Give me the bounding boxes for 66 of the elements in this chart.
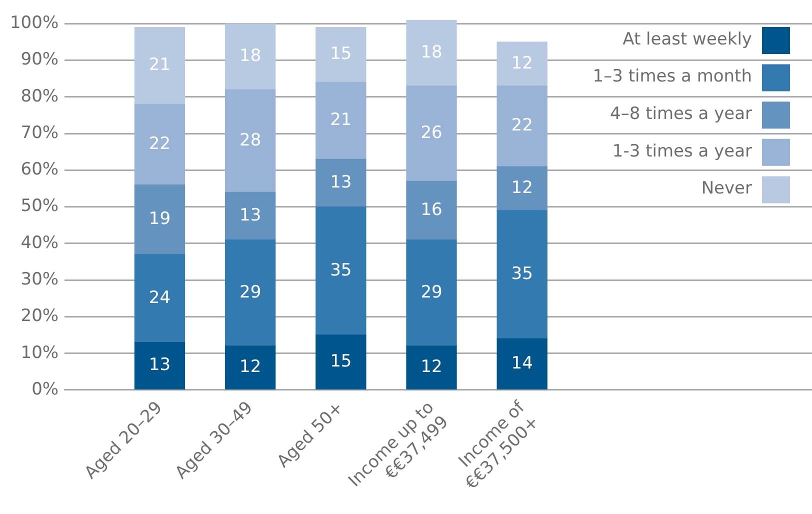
data-label: 22: [511, 116, 533, 136]
legend-label: 1–3 times a month: [592, 66, 752, 87]
bar: [406, 86, 457, 182]
y-tick-label: 0%: [32, 379, 59, 400]
y-tick-label: 30%: [20, 269, 59, 290]
y-tick-label: 70%: [20, 122, 59, 143]
y-tick-label: 90%: [20, 50, 59, 70]
data-label: 24: [148, 288, 171, 308]
y-tick-label: 100%: [10, 13, 59, 34]
data-label: 18: [240, 46, 262, 66]
data-label: 35: [511, 264, 533, 284]
y-tick-label: 40%: [20, 232, 59, 253]
data-label: 21: [330, 110, 352, 130]
bar: [224, 346, 276, 390]
data-label: 28: [240, 130, 262, 150]
data-label: 12: [420, 357, 442, 378]
bar: [134, 254, 186, 343]
data-label: 29: [420, 282, 442, 302]
data-label: 16: [420, 200, 442, 220]
data-label: 18: [420, 42, 442, 62]
bar: [316, 158, 366, 208]
data-label: 21: [148, 55, 171, 76]
bar: [496, 210, 548, 340]
data-label: 13: [330, 172, 352, 192]
data-label: 13: [148, 355, 171, 376]
data-label: 19: [148, 209, 171, 230]
bar: [316, 26, 366, 83]
legend-label: Never: [701, 178, 752, 199]
y-tick-label: 50%: [20, 196, 59, 216]
data-label: 13: [240, 205, 262, 226]
data-label: 22: [148, 134, 171, 154]
bar: [134, 342, 186, 390]
bar: [134, 26, 186, 105]
bar: [406, 239, 457, 346]
legend-label: 4–8 times a year: [610, 104, 752, 124]
data-label: 15: [330, 44, 352, 64]
bar: [406, 180, 457, 240]
bar: [134, 104, 186, 186]
y-tick-label: 80%: [20, 86, 59, 106]
data-label: 12: [511, 53, 533, 74]
y-tick-label: 60%: [20, 160, 59, 180]
bar: [496, 338, 548, 390]
y-tick-label: 20%: [20, 306, 59, 326]
bar: [224, 23, 276, 90]
bar: [496, 42, 548, 86]
data-label: 12: [240, 357, 262, 378]
y-tick-label: 10%: [20, 342, 59, 363]
bar: [134, 184, 186, 255]
data-label: 26: [420, 122, 442, 143]
data-label: 29: [240, 282, 262, 302]
data-label: 15: [330, 352, 352, 372]
bar: [406, 346, 457, 390]
bar: [224, 239, 276, 346]
bar: [316, 334, 366, 390]
bar: [316, 206, 366, 336]
data-label: 12: [511, 178, 533, 198]
bar: [224, 89, 276, 192]
bar: [496, 86, 548, 167]
bar: [496, 166, 548, 211]
bar: [316, 82, 366, 160]
data-label: 14: [511, 353, 533, 374]
bar: [406, 20, 457, 86]
bar: [224, 192, 276, 240]
legend-label: 1-3 times a year: [612, 141, 752, 162]
data-label: 35: [330, 260, 352, 280]
legend-label: At least weekly: [622, 29, 752, 50]
